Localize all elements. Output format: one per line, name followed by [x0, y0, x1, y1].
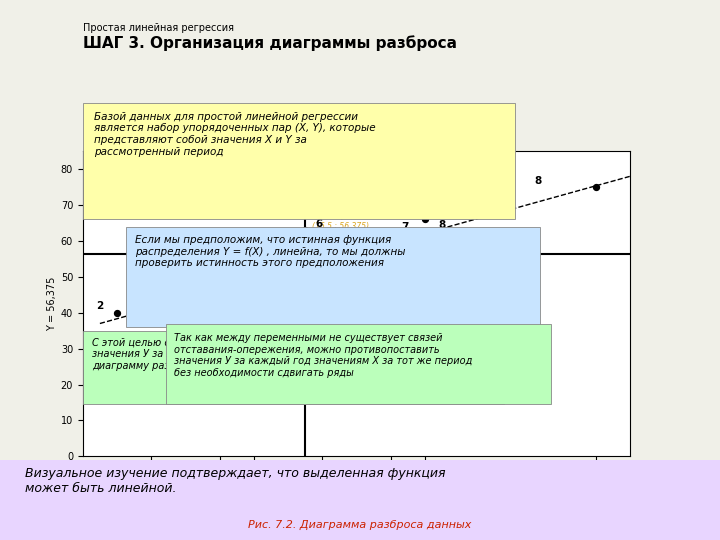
Text: Так как между переменными не существует связей
отставания-опережения, можно прот: Так как между переменными не существует …: [174, 333, 472, 378]
Text: 3: 3: [172, 276, 179, 286]
Text: 8: 8: [438, 220, 446, 231]
Text: 3: 3: [282, 230, 289, 239]
Text: 8: 8: [534, 176, 541, 186]
Text: Простая линейная регрессия: Простая линейная регрессия: [83, 23, 234, 33]
Text: Рис. 7.2. Диаграмма разброса данных: Рис. 7.2. Диаграмма разброса данных: [248, 519, 472, 530]
Text: Если мы предположим, что истинная функция
распределения Y = f(X) , линейна, то м: Если мы предположим, что истинная функци…: [135, 235, 406, 268]
Point: [112, 308, 123, 317]
Text: Визуальное изучение подтверждает, что выделенная функция
может быть линейной.: Визуальное изучение подтверждает, что вы…: [25, 467, 446, 495]
Point: [180, 284, 192, 292]
Text: точка средних значений
(16,5 ; 56,375): точка средних значений (16,5 ; 56,375): [308, 212, 411, 252]
Point: [300, 226, 311, 234]
Point: [385, 230, 397, 238]
Point: [419, 215, 431, 224]
Text: ШАГ 3. Организация диаграммы разброса: ШАГ 3. Организация диаграммы разброса: [83, 35, 456, 51]
Text: 6: 6: [315, 219, 323, 228]
Text: С этой целью сведем имеющиеся данные о
значения У за каждый год значениям X за т: С этой целью сведем имеющиеся данные о з…: [92, 338, 390, 370]
Y-axis label: Y = 56,375: Y = 56,375: [47, 276, 57, 331]
Text: 7: 7: [401, 222, 408, 232]
Text: Базой данных для простой линейной регрессии
является набор упорядоченных пар (X,: Базой данных для простой линейной регрес…: [94, 112, 375, 157]
Text: 2: 2: [96, 301, 104, 311]
Point: [265, 237, 276, 245]
Point: [590, 183, 602, 191]
